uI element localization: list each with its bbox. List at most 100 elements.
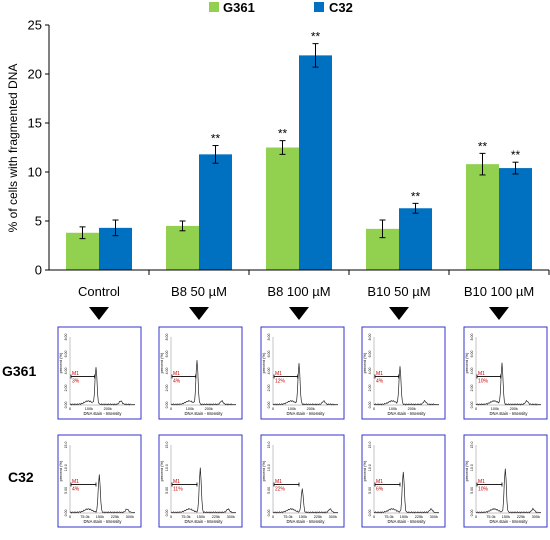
panel-x-label: DNA stain - Intensity [490,411,529,416]
panel-x-tick: 100k [288,407,296,411]
panel-x-tick: 150k [400,515,408,519]
panel-y-tick: 0.00 [64,402,68,409]
histogram-panel: percent (%) 0.00 5.00 10.0 15.0 0 75.0k 150k 225… [57,434,142,528]
panel-x-tick: 300k [329,515,337,519]
panel-y-tick: 6.00 [368,351,372,358]
panel-x-tick: 75.0k [384,515,393,519]
histogram-panel: percent (%) 0.00 2.00 4.00 6.00 8.00 0 100k 200k… [361,326,446,420]
significance-marker: ** [511,148,521,162]
panel-x-tick: 0 [272,515,274,519]
bar-c32 [299,55,332,270]
row-label-c32: C32 [8,469,34,485]
gate-percent: 22% [275,486,286,492]
panel-x-tick: 200k [510,407,518,411]
panel-x-label: DNA stain - Intensity [388,519,427,524]
panel-x-label: DNA stain - Intensity [388,411,427,416]
panel-x-tick: 0 [272,407,274,411]
panel-y-tick: 15.0 [470,442,474,449]
panel-y-tick: 4.00 [64,368,68,375]
y-tick-label: 25 [28,18,42,33]
panel-x-tick: 225k [111,515,119,519]
gate-percent: 4% [173,378,181,384]
panel-x-tick: 225k [212,515,220,519]
down-arrow-icon [189,307,209,320]
down-arrow-icon [389,307,409,320]
panel-x-tick: 0 [69,515,71,519]
panel-x-tick: 0 [475,407,477,411]
panel-y-tick: 15.0 [368,442,372,449]
panel-y-tick: 5.00 [165,487,169,494]
panel-x-tick: 225k [517,515,525,519]
legend-label-c32: C32 [329,0,353,15]
y-tick-label: 15 [28,116,42,131]
x-tick-label: B10 50 µM [367,284,430,299]
panel-x-tick: 100k [186,407,194,411]
histogram-panels: G361 C32 percent (%) 0.00 2.00 4.00 6.00 8.00… [2,326,548,528]
panel-x-tick: 75.0k [181,515,190,519]
panel-y-tick: 10.0 [165,464,169,471]
panel-x-tick: 150k [502,515,510,519]
gate-label: M1 [72,479,79,485]
y-tick-label: 10 [28,165,42,180]
panel-y-label: percent (%) [261,352,266,373]
y-tick-label: 5 [35,214,42,229]
panel-y-tick: 0.00 [267,402,271,409]
panel-y-tick: 2.00 [267,385,271,392]
gate-label: M1 [72,371,79,377]
y-tick-label: 0 [35,263,42,278]
panel-x-tick: 0 [170,407,172,411]
panel-frame [260,434,345,528]
panel-y-tick: 15.0 [165,442,169,449]
panel-y-tick: 4.00 [470,368,474,375]
histogram-curve [373,366,439,406]
panel-y-tick: 0.00 [165,402,169,409]
bar-g361 [266,147,299,270]
histogram-curve [373,471,439,514]
gate-label: M1 [173,371,180,377]
panel-y-label: percent (%) [362,460,367,481]
panel-frame [158,434,243,528]
panel-y-tick: 5.00 [267,487,271,494]
panel-y-tick: 8.00 [267,334,271,341]
histogram-curve [69,367,135,406]
legend-swatch-g361 [209,2,219,12]
histogram-panel: percent (%) 0.00 5.00 10.0 15.0 0 75.0k 150k 225… [158,434,243,528]
gate-label: M1 [376,371,383,377]
histogram-curve [170,360,236,406]
gate-label: M1 [478,479,485,485]
panel-x-label: DNA stain - Intensity [185,411,224,416]
bar-c32 [199,154,232,270]
gate-percent: 12% [275,378,286,384]
panel-y-tick: 2.00 [165,385,169,392]
panel-x-tick: 150k [299,515,307,519]
panel-x-tick: 0 [69,407,71,411]
y-tick-label: 20 [28,67,42,82]
panel-y-label: percent (%) [159,352,164,373]
panel-x-tick: 0 [373,407,375,411]
histogram-curve [475,468,541,514]
panel-y-tick: 8.00 [368,334,372,341]
panel-x-tick: 200k [104,407,112,411]
panel-x-tick: 200k [205,407,213,411]
bar-g361 [166,225,199,270]
significance-marker: ** [211,132,221,146]
significance-marker: ** [278,127,288,141]
panel-y-tick: 0.00 [165,510,169,517]
histogram-curve [272,488,338,514]
panel-y-tick: 10.0 [267,464,271,471]
legend: G361 C32 [209,0,353,15]
bar-c32 [399,208,432,270]
panel-x-tick: 225k [314,515,322,519]
panel-x-label: DNA stain - Intensity [185,519,224,524]
x-tick-label: Control [78,284,120,299]
panel-x-tick: 150k [96,515,104,519]
legend-swatch-c32 [314,2,324,12]
panel-x-tick: 0 [475,515,477,519]
panel-y-tick: 15.0 [267,442,271,449]
panel-x-tick: 0 [170,515,172,519]
histogram-panel: percent (%) 0.00 2.00 4.00 6.00 8.00 0 100k 200k… [463,326,548,420]
panel-x-label: DNA stain - Intensity [490,519,529,524]
panel-y-tick: 10.0 [368,464,372,471]
panel-y-tick: 2.00 [470,385,474,392]
histogram-panel: percent (%) 0.00 5.00 10.0 15.0 0 75.0k 150k 225… [260,434,345,528]
